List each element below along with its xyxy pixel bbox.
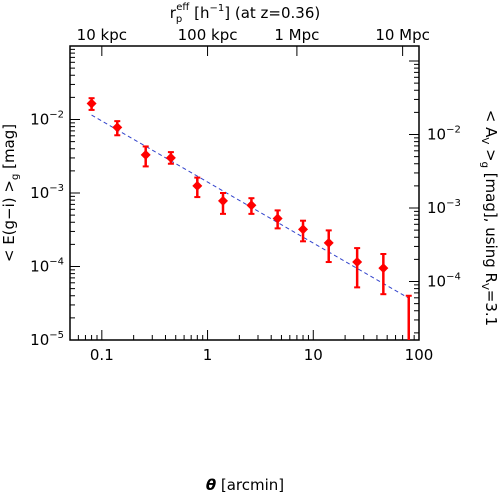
x-tick-label: 100 [405,346,434,364]
plot-frame [69,45,420,341]
y-tick-label: 10−2 [30,110,64,129]
data-point [246,200,257,211]
top-tick-label: 100 kpc [178,26,238,44]
data-point [140,149,151,160]
y-tick-label: 10−3 [30,183,64,202]
data-point [165,152,176,163]
x-tick-label: 0.1 [90,346,114,364]
axis-tick-labels: 0.1 1 10 100 10 kpc 100 kpc 1 Mpc 10 Mpc 10−5 10−… [30,26,461,364]
data-point [272,213,283,224]
data-point [323,237,334,248]
top-tick-label: 1 Mpc [274,26,319,44]
y-axis-label: < E(g−i) >g [mag] [0,124,21,262]
data-point [378,263,389,274]
data-point [86,98,97,109]
axis-ticks [69,46,420,341]
right-tick-label: 10−3 [427,198,461,217]
y-tick-label: 10−5 [30,330,64,349]
top-tick-label: 10 Mpc [375,26,430,44]
right-tick-label: 10−4 [427,272,461,291]
right-tick-label: 10−2 [427,125,461,144]
data-point [352,257,363,268]
x-tick-label: 10 [304,346,323,364]
top-axis-label: rpeff [h−1] (at z=0.36) [170,2,320,25]
x-axis-label: θ [arcmin] [206,476,284,494]
data-point [218,195,229,206]
data-points [86,97,412,340]
y-tick-label: 10−4 [30,257,64,276]
data-point [192,180,203,191]
data-point [298,224,309,235]
right-axis-label: < AV >g [mag], using RV=3.1 [479,110,498,326]
x-tick-label: 1 [203,346,213,364]
data-point [112,122,123,133]
top-tick-label: 10 kpc [77,26,127,44]
